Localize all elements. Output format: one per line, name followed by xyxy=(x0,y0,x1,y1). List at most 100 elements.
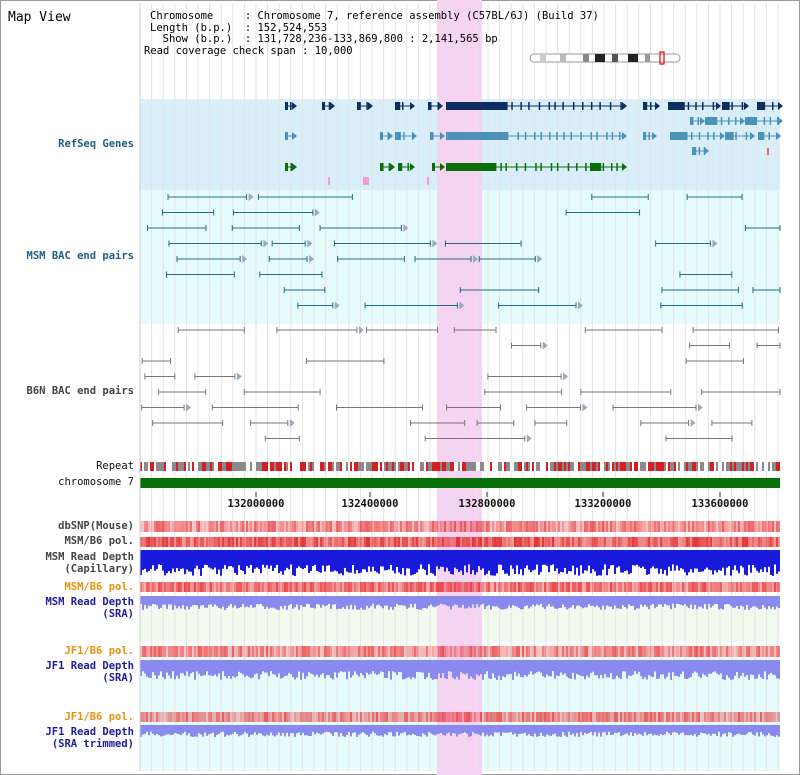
heat-cell xyxy=(722,537,724,547)
gene-exon xyxy=(758,132,760,140)
depth-bar xyxy=(462,660,464,674)
heat-cell xyxy=(720,646,722,657)
heat-cell xyxy=(620,712,622,722)
strand-arrow xyxy=(330,102,335,110)
depth-bar xyxy=(142,660,144,672)
heat-cell xyxy=(548,521,550,532)
heat-cell xyxy=(714,521,716,532)
heat-cell xyxy=(328,712,330,722)
heat-cell xyxy=(412,537,414,547)
depth-bar xyxy=(176,596,178,609)
depth-bar xyxy=(700,725,702,733)
heat-cell xyxy=(394,646,396,657)
depth-bar xyxy=(424,550,426,571)
repeat-segment xyxy=(160,462,162,471)
heat-cell xyxy=(226,712,228,722)
heat-cell xyxy=(738,712,740,722)
depth-bar xyxy=(240,550,242,571)
heat-cell xyxy=(404,521,406,532)
heat-cell xyxy=(472,521,474,532)
track-label-refseq[interactable]: RefSeq Genes xyxy=(58,138,134,150)
heat-cell xyxy=(436,521,438,532)
track-label-b6n-bac[interactable]: B6N BAC end pairs xyxy=(26,385,134,397)
depth-bar xyxy=(414,596,416,604)
depth-bar xyxy=(332,550,334,572)
depth-bar xyxy=(778,596,780,609)
depth-bar xyxy=(384,725,386,735)
depth-bar xyxy=(504,596,506,610)
depth-bar xyxy=(634,550,636,566)
heat-cell xyxy=(192,537,194,547)
depth-bar xyxy=(218,550,220,570)
heat-cell xyxy=(584,582,586,592)
repeat-segment xyxy=(302,462,304,471)
depth-bar xyxy=(468,725,470,737)
heat-cell xyxy=(290,582,292,592)
heat-cell xyxy=(306,537,308,547)
repeat-segment xyxy=(532,462,534,471)
heat-cell xyxy=(564,712,566,722)
heat-cell xyxy=(250,646,252,657)
heat-cell xyxy=(240,521,242,532)
heat-cell xyxy=(168,537,170,547)
gene-exon xyxy=(432,163,434,171)
heat-cell xyxy=(334,537,336,547)
repeat-segment xyxy=(238,462,240,471)
heat-cell xyxy=(218,521,220,532)
heat-cell xyxy=(408,712,410,722)
heat-cell xyxy=(454,521,456,532)
heat-cell xyxy=(196,712,198,722)
heat-cell xyxy=(360,537,362,547)
heat-cell xyxy=(220,582,222,592)
heat-cell xyxy=(184,712,186,722)
depth-bar xyxy=(586,550,588,571)
depth-bar xyxy=(176,660,178,676)
depth-bar xyxy=(448,725,450,733)
heat-cell xyxy=(680,582,682,592)
depth-bar xyxy=(618,596,620,609)
repeat-segment xyxy=(140,462,142,471)
depth-bar xyxy=(650,660,652,677)
heat-cell xyxy=(310,582,312,592)
heat-cell xyxy=(226,646,228,657)
depth-bar xyxy=(740,660,742,676)
heat-cell xyxy=(720,582,722,592)
heat-cell xyxy=(416,537,418,547)
depth-bar xyxy=(190,550,192,572)
track-label-msm-bac[interactable]: MSM BAC end pairs xyxy=(26,250,134,262)
heat-cell xyxy=(496,521,498,532)
heat-cell xyxy=(672,537,674,547)
heat-cell xyxy=(542,712,544,722)
heat-cell xyxy=(592,521,594,532)
heat-cell xyxy=(498,712,500,722)
depth-bar xyxy=(740,596,742,606)
depth-bar xyxy=(522,596,524,610)
depth-bar xyxy=(454,596,456,605)
depth-bar xyxy=(370,660,372,674)
depth-bar xyxy=(470,596,472,609)
depth-bar xyxy=(284,660,286,676)
heat-cell xyxy=(340,537,342,547)
heat-cell xyxy=(686,646,688,657)
depth-bar xyxy=(550,725,552,736)
depth-bar xyxy=(186,660,188,672)
depth-bar xyxy=(734,725,736,736)
depth-bar xyxy=(766,660,768,680)
depth-bar xyxy=(520,660,522,677)
depth-bar xyxy=(438,550,440,570)
depth-bar xyxy=(400,550,402,575)
heat-cell xyxy=(574,537,576,547)
depth-bar xyxy=(402,725,404,733)
depth-bar xyxy=(720,660,722,674)
heat-cell xyxy=(628,521,630,532)
heat-cell xyxy=(244,537,246,547)
heat-cell xyxy=(446,646,448,657)
heat-cell xyxy=(454,582,456,592)
heat-cell xyxy=(326,646,328,657)
depth-bar xyxy=(394,550,396,574)
heat-cell xyxy=(640,537,642,547)
depth-bar xyxy=(402,596,404,606)
depth-bar xyxy=(710,725,712,736)
depth-bar xyxy=(476,660,478,675)
heat-cell xyxy=(494,537,496,547)
